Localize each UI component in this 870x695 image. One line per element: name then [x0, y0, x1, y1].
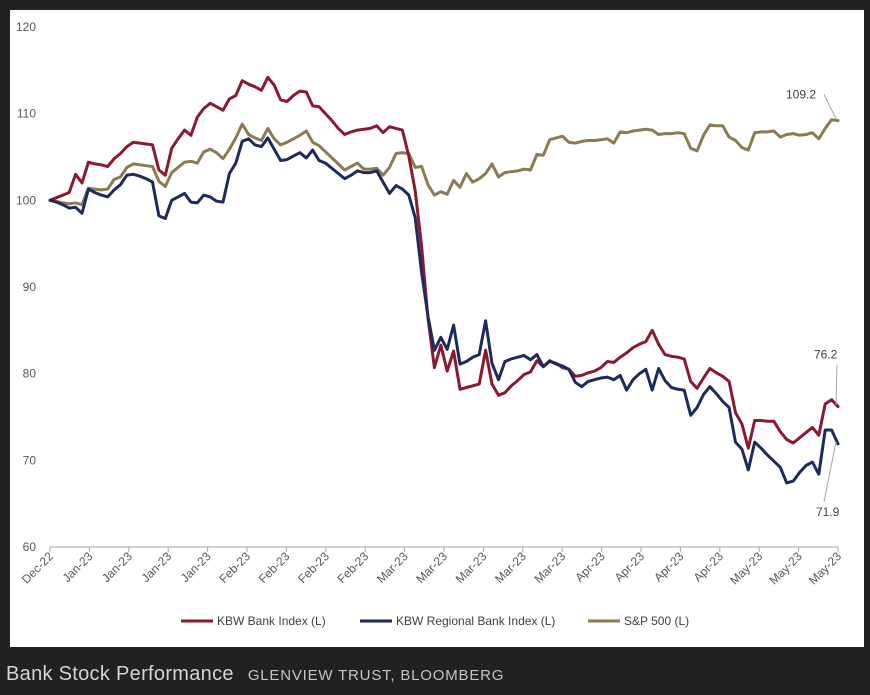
series-line-kbw-bank: [48, 75, 840, 450]
y-tick-label: 100: [16, 193, 36, 207]
legend-label: KBW Regional Bank Index (L): [396, 614, 555, 628]
x-tick-label: Feb-23: [216, 549, 253, 586]
end-label-leader: [823, 441, 837, 502]
y-tick-label: 80: [23, 367, 37, 381]
chart-caption-title: Bank Stock Performance: [6, 663, 234, 685]
x-tick-label: Mar-23: [492, 549, 529, 586]
x-tick-label: Apr-23: [651, 549, 687, 585]
legend-label: KBW Bank Index (L): [217, 614, 326, 628]
caption-bar: Bank Stock Performance GLENVIEW TRUST, B…: [6, 663, 504, 691]
y-tick-label: 110: [17, 107, 36, 121]
x-tick-label: Feb-23: [256, 549, 293, 586]
end-label-leader: [835, 364, 838, 405]
x-tick-label: Jan-23: [60, 549, 96, 585]
y-tick-label: 90: [23, 280, 37, 294]
x-tick-label: Mar-23: [374, 549, 411, 586]
end-value-label: 71.9: [816, 505, 840, 519]
y-tick-label: 70: [23, 453, 37, 467]
legend-label: S&P 500 (L): [624, 614, 689, 628]
chart-panel: 60 70 80 90 100 110 120 Dec-22 Jan-23 Jan-23 Jan-2…: [10, 10, 864, 647]
end-label-leader: [823, 94, 837, 119]
x-tick-label: May-23: [806, 549, 844, 587]
y-tick-label: 60: [23, 540, 37, 554]
x-tick-label: Dec-22: [19, 549, 56, 586]
x-tick-label: Mar-23: [532, 549, 569, 586]
x-tick-label: May-23: [727, 549, 765, 587]
x-tick-label: Mar-23: [453, 549, 490, 586]
x-tick-label: Feb-23: [295, 549, 332, 586]
end-value-label: 109.2: [786, 88, 816, 102]
x-tick-label: Feb-23: [335, 549, 372, 586]
x-tick-label: Mar-23: [413, 549, 450, 586]
x-tick-label: Jan-23: [178, 549, 214, 585]
x-tick-label: May-23: [767, 549, 805, 587]
x-tick-label: Jan-23: [138, 549, 174, 585]
end-value-label: 76.2: [814, 348, 838, 362]
chart-caption-source: GLENVIEW TRUST, BLOOMBERG: [247, 667, 505, 684]
x-tick-label: Apr-23: [612, 549, 648, 585]
series-line-sp500: [48, 118, 840, 207]
x-tick-label: Jan-23: [99, 549, 135, 585]
y-tick-label: 120: [16, 20, 36, 34]
series-line-kbw-regional: [48, 136, 840, 485]
x-tick-label: Apr-23: [572, 549, 608, 585]
x-tick-label: Apr-23: [691, 549, 727, 585]
